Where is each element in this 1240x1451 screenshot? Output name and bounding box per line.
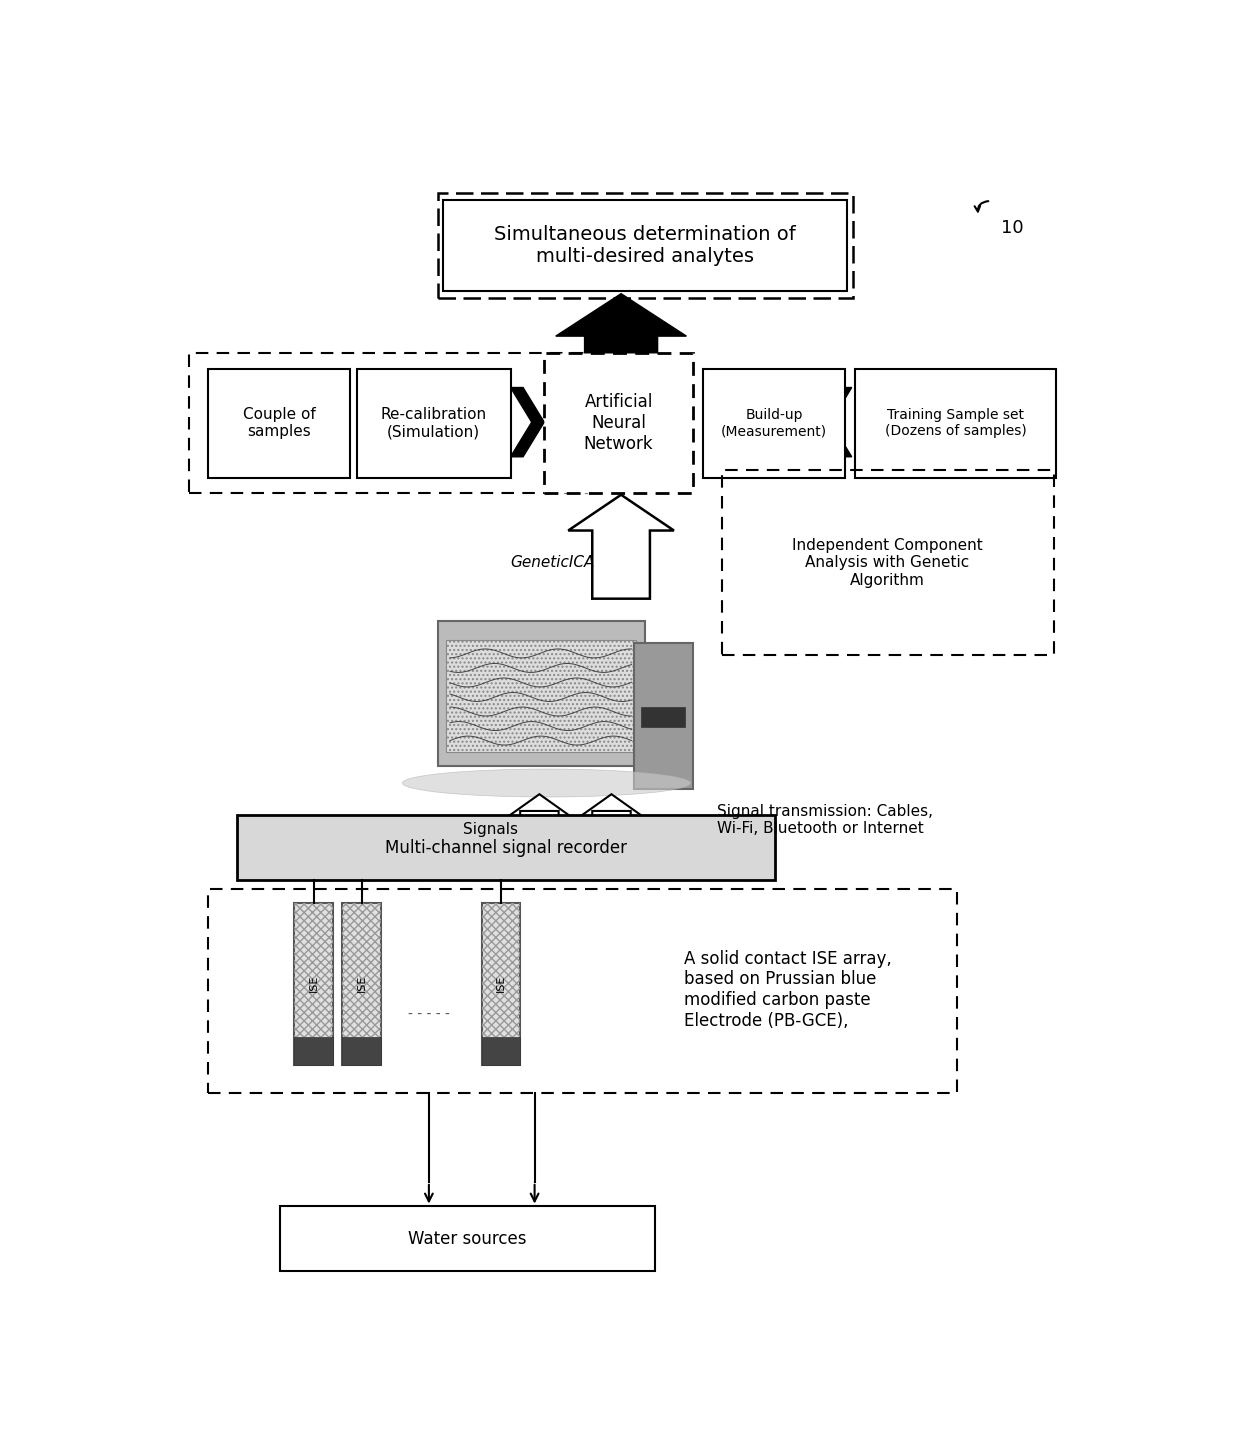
Polygon shape bbox=[505, 794, 574, 818]
Bar bbox=[439, 621, 645, 766]
Bar bbox=[188, 353, 588, 492]
Bar bbox=[481, 1036, 521, 1065]
Text: Couple of
samples: Couple of samples bbox=[243, 408, 315, 440]
Bar bbox=[294, 903, 332, 1065]
Text: Re-calibration
(Simulation): Re-calibration (Simulation) bbox=[381, 408, 487, 440]
Text: Water sources: Water sources bbox=[408, 1230, 527, 1248]
Bar bbox=[854, 369, 1056, 477]
Polygon shape bbox=[577, 794, 646, 818]
Bar bbox=[544, 353, 693, 492]
Bar bbox=[342, 903, 381, 1036]
Bar bbox=[208, 369, 350, 477]
Bar bbox=[481, 903, 521, 1065]
Text: Artificial
Neural
Network: Artificial Neural Network bbox=[584, 393, 653, 453]
Bar bbox=[280, 1206, 655, 1271]
Text: 10: 10 bbox=[1001, 219, 1023, 237]
Bar bbox=[342, 1036, 381, 1065]
Bar bbox=[357, 369, 511, 477]
Text: Training Sample set
(Dozens of samples): Training Sample set (Dozens of samples) bbox=[884, 408, 1027, 438]
Bar bbox=[481, 903, 521, 1036]
Bar bbox=[634, 643, 693, 788]
Text: Simultaneous determination of
multi-desired analytes: Simultaneous determination of multi-desi… bbox=[495, 225, 796, 266]
Text: Signals: Signals bbox=[463, 823, 517, 837]
Polygon shape bbox=[511, 387, 544, 457]
Text: ISE: ISE bbox=[309, 975, 319, 992]
Polygon shape bbox=[556, 293, 687, 373]
Text: Build-up
(Measurement): Build-up (Measurement) bbox=[720, 408, 827, 438]
Text: Independent Component
Analysis with Genetic
Algorithm: Independent Component Analysis with Gene… bbox=[792, 538, 982, 588]
Ellipse shape bbox=[403, 769, 691, 797]
Bar bbox=[438, 193, 853, 297]
Bar bbox=[237, 815, 775, 881]
Bar bbox=[294, 903, 332, 1036]
Text: Signal transmission: Cables,
Wi-Fi, Bluetooth or Internet: Signal transmission: Cables, Wi-Fi, Blue… bbox=[717, 804, 934, 836]
Polygon shape bbox=[568, 495, 675, 599]
Text: A solid contact ISE array,
based on Prussian blue
modified carbon paste
Electrod: A solid contact ISE array, based on Prus… bbox=[683, 949, 892, 1030]
Bar bbox=[294, 1036, 332, 1065]
Text: ISE: ISE bbox=[496, 975, 506, 992]
Bar bbox=[208, 889, 957, 1093]
Text: Multi-channel signal recorder: Multi-channel signal recorder bbox=[384, 839, 626, 858]
Text: - - - - -: - - - - - bbox=[408, 1007, 450, 1022]
Bar bbox=[444, 200, 847, 292]
Bar bbox=[446, 640, 635, 752]
Bar bbox=[703, 369, 844, 477]
Polygon shape bbox=[818, 387, 852, 457]
Bar bbox=[342, 903, 381, 1065]
Bar bbox=[641, 707, 686, 727]
Text: ISE: ISE bbox=[357, 975, 367, 992]
Text: GeneticICA: GeneticICA bbox=[511, 556, 595, 570]
Bar bbox=[722, 470, 1054, 654]
